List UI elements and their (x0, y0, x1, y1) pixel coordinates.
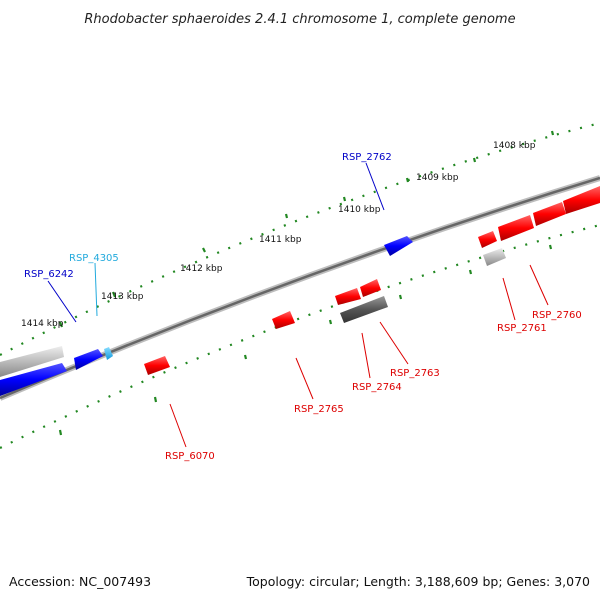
forward-strand-genes (0, 236, 413, 396)
leader-rsp-2760 (529, 264, 549, 306)
gene-red-b[interactable] (498, 215, 534, 241)
gene-label-rsp-2761[interactable]: RSP_2761 (497, 323, 547, 334)
leader-rsp-2765 (295, 357, 314, 400)
gene-red-c[interactable] (335, 288, 361, 305)
tick-label-1411: 1411 kbp (259, 235, 302, 245)
leader-rsp-6070 (169, 403, 187, 448)
gene-rsp-2762[interactable] (384, 236, 413, 256)
label-leader-lines (47, 162, 549, 448)
gene-label-rsp-2763[interactable]: RSP_2763 (390, 368, 440, 379)
gene-rsp-2763[interactable] (360, 279, 381, 297)
tick-label-1410: 1410 kbp (338, 205, 381, 215)
gene-rsp-2760[interactable] (563, 186, 600, 214)
gene-rsp-2761[interactable] (483, 248, 506, 266)
leader-rsp-2761 (502, 277, 516, 321)
gene-rsp-4305[interactable] (104, 347, 113, 360)
gene-label-rsp-2765[interactable]: RSP_2765 (294, 404, 344, 415)
chromosome-backbone (0, 175, 600, 401)
gene-rsp-2761-red[interactable] (478, 231, 497, 248)
chromosome-backbone-shade (0, 176, 600, 400)
gene-red-a[interactable] (533, 202, 566, 226)
gene-label-rsp-2762[interactable]: RSP_2762 (342, 152, 392, 163)
leader-rsp-2764 (361, 332, 371, 379)
gene-label-rsp-4305[interactable]: RSP_4305 (69, 253, 119, 264)
leader-rsp-6242 (47, 280, 77, 323)
gene-blue-long-left[interactable] (0, 363, 67, 396)
gene-rsp-2764[interactable] (340, 296, 388, 323)
map-title: Rhodobacter sphaeroides 2.4.1 chromosome… (84, 12, 515, 27)
gene-rsp-2765[interactable] (272, 311, 295, 329)
inner-tick-track (0, 223, 600, 449)
gene-label-rsp-6242[interactable]: RSP_6242 (24, 269, 74, 280)
gene-rsp-6070[interactable] (144, 356, 170, 375)
tick-label-1412: 1412 kbp (180, 264, 223, 274)
tick-label-1408: 1408 kbp (493, 141, 536, 151)
topology-summary: Topology: circular; Length: 3,188,609 bp… (246, 574, 590, 589)
leader-rsp-2763 (379, 321, 409, 365)
accession-text: Accession: NC_007493 (9, 574, 151, 589)
reverse-strand-genes (144, 186, 600, 375)
gene-label-rsp-2764[interactable]: RSP_2764 (352, 382, 402, 393)
tick-label-1414: 1414 kbp (21, 319, 64, 329)
outer-major-ticks (58, 130, 555, 328)
leader-rsp-4305 (94, 262, 98, 317)
inner-major-ticks (58, 244, 553, 436)
gene-rsp-6242[interactable] (74, 349, 103, 370)
leader-rsp-2762 (365, 162, 385, 211)
gene-label-rsp-2760[interactable]: RSP_2760 (532, 310, 582, 321)
tick-label-1409: 1409 kbp (416, 173, 459, 183)
gene-gray-left[interactable] (0, 346, 64, 377)
gene-label-rsp-6070[interactable]: RSP_6070 (165, 451, 215, 462)
tick-label-1413: 1413 kbp (101, 292, 144, 302)
